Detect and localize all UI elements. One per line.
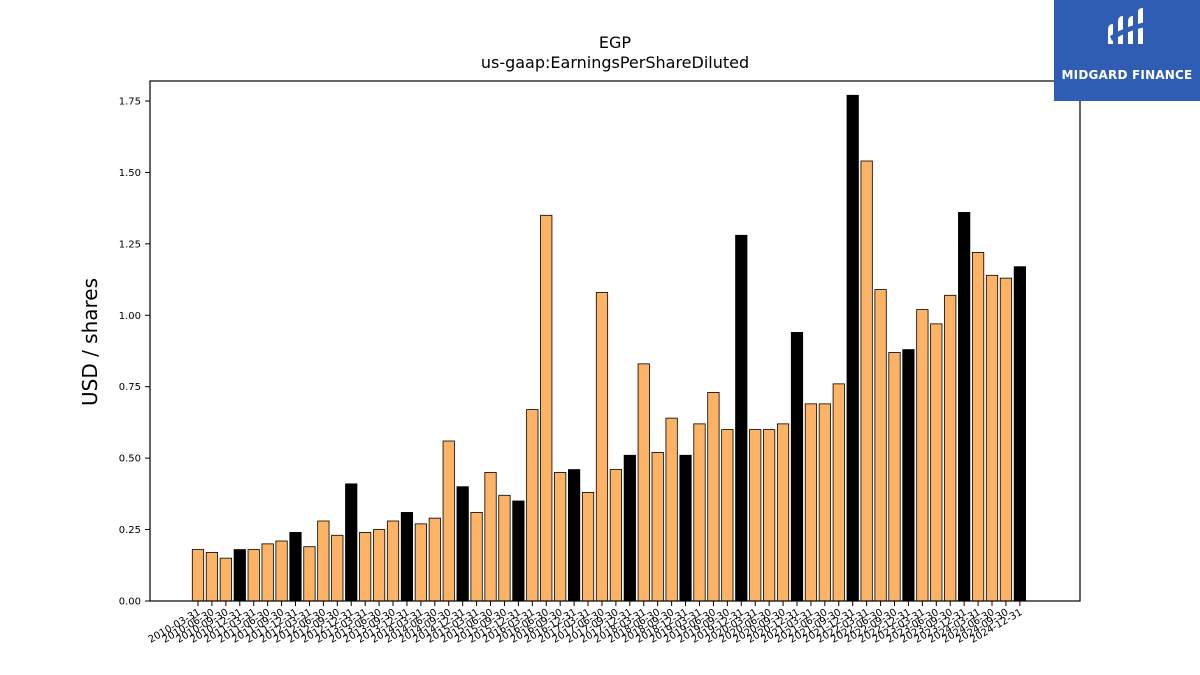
bar-2017-06-30 (595, 292, 609, 602)
bar-2023-03-31 (916, 309, 929, 602)
bar-2016-12-31 (568, 469, 581, 602)
bar-2014-03-31 (414, 523, 427, 602)
bar-2021-09-30 (832, 383, 845, 602)
y-tick-label: 1.00 (119, 311, 141, 322)
bar-2011-06-30 (261, 543, 274, 602)
bar-2023-06-30 (930, 323, 943, 602)
bar-2010-12-31 (233, 549, 246, 602)
bar-2017-03-31 (581, 492, 595, 602)
bar-2019-03-31 (693, 423, 706, 602)
x-axis-ticks: 2010-03-312010-06-302010-09-302010-12-31… (147, 601, 1024, 646)
bar-2020-12-31 (790, 332, 804, 602)
bar-2020-06-30 (763, 429, 776, 602)
bar-2024-06-30 (985, 274, 999, 602)
y-axis-label: USD / shares (78, 278, 102, 406)
bar-2018-06-30 (651, 452, 664, 602)
bar-2011-09-30 (275, 540, 288, 602)
y-tick-label: 1.50 (119, 168, 141, 179)
bar-2020-03-31 (749, 429, 762, 602)
bar-2015-03-31 (470, 512, 483, 602)
bar-2010-03-31 (191, 549, 205, 602)
bar-2020-09-30 (776, 423, 790, 602)
bar-2016-03-31 (526, 409, 539, 602)
bar-2015-12-31 (512, 500, 525, 602)
bar-2021-06-30 (818, 403, 831, 602)
bar-2022-12-31 (902, 349, 915, 602)
bar-2024-12-31 (1013, 266, 1026, 602)
bar-2018-03-31 (637, 363, 650, 602)
y-tick-label: 1.75 (119, 97, 141, 108)
bar-2012-12-31 (345, 483, 358, 602)
bar-2022-06-30 (874, 289, 887, 602)
bar-2013-09-30 (386, 520, 400, 602)
bar-2013-06-30 (372, 529, 386, 602)
bar-2011-03-31 (247, 549, 260, 602)
bar-2017-12-31 (623, 454, 636, 602)
y-tick-label: 0.00 (119, 597, 141, 608)
plot-frame (149, 80, 1081, 602)
bar-2014-09-30 (442, 440, 455, 602)
bar-2019-12-31 (735, 234, 748, 602)
y-tick-label: 1.25 (119, 239, 141, 250)
bars-group (191, 94, 1026, 602)
bar-2019-06-30 (707, 392, 720, 602)
logo-text: MIDGARD FINANCE (1061, 68, 1193, 82)
bar-2012-03-31 (303, 546, 316, 602)
bar-2010-09-30 (219, 557, 232, 602)
bar-2011-12-31 (289, 532, 302, 602)
bar-2014-06-30 (428, 517, 441, 602)
bar-2018-09-30 (665, 417, 678, 602)
bar-2022-09-30 (888, 352, 901, 602)
bar-2015-09-30 (498, 494, 511, 602)
brand-logo: MIDGARD FINANCE (1054, 0, 1200, 101)
bar-2010-06-30 (205, 552, 219, 602)
y-tick-label: 0.75 (119, 382, 141, 393)
bar-2021-03-31 (804, 403, 818, 602)
bar-2021-12-31 (846, 94, 859, 602)
chart-title: EGP (599, 33, 632, 52)
y-tick-label: 0.25 (119, 525, 141, 536)
bar-2016-06-30 (540, 214, 553, 602)
bar-2024-03-31 (971, 252, 985, 602)
y-axis-ticks: 0.00 0.25 0.50 0.75 1.00 1.25 1.50 1.75 (119, 97, 150, 608)
y-tick-label: 0.50 (119, 454, 141, 465)
bar-2018-12-31 (679, 454, 692, 602)
bar-2013-12-31 (400, 512, 414, 602)
bar-2015-06-30 (484, 472, 497, 602)
bar-2023-12-31 (958, 212, 971, 602)
bar-2016-09-30 (554, 472, 567, 602)
bar-2022-03-31 (860, 160, 873, 602)
bar-2012-06-30 (317, 520, 330, 602)
bar-2017-09-30 (609, 469, 623, 602)
bar-2012-09-30 (331, 534, 344, 602)
midgard-logo-icon (1108, 8, 1146, 44)
bar-2019-09-30 (721, 429, 734, 602)
bar-2013-03-31 (359, 532, 372, 602)
bar-2023-09-30 (944, 294, 957, 602)
bar-2024-09-30 (999, 277, 1013, 602)
bar-2014-12-31 (456, 486, 469, 602)
chart-subtitle: us-gaap:EarningsPerShareDiluted (481, 53, 749, 72)
